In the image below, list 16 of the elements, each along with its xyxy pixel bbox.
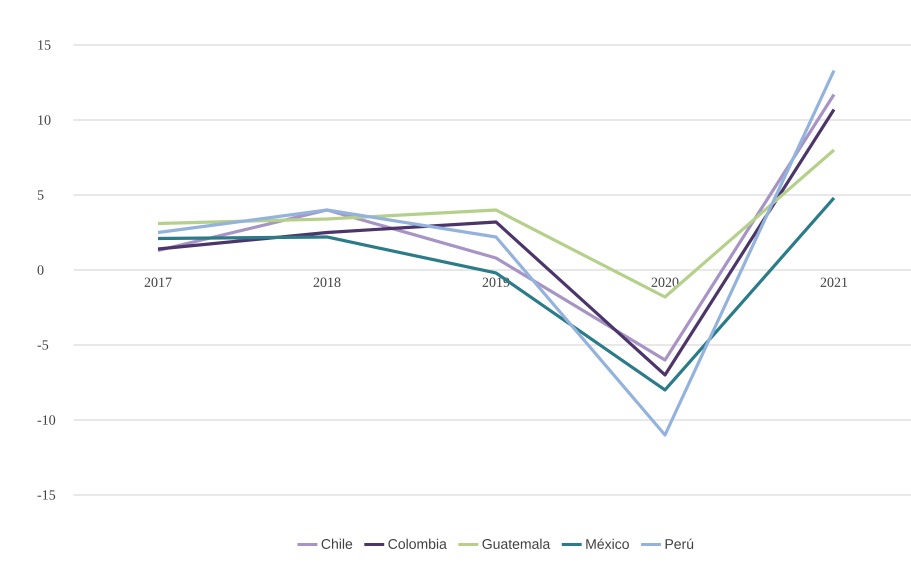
x-tick-label: 2018 [314,278,340,287]
y-tick-label: -15 [38,490,56,500]
legend-label: Colombia [388,538,447,549]
y-tick-label: -5 [38,340,48,350]
y-tick-label: 10 [38,115,50,125]
y-tick-label: 15 [38,40,50,50]
y-tick-label: 5 [38,190,44,200]
x-tick-label: 2021 [820,278,848,287]
legend-label: Guatemala [482,538,550,549]
legend-label: Chile [322,538,352,549]
legend-label: Perú [666,538,694,550]
legend-label: México [586,538,629,550]
y-tick-label: 0 [38,265,44,275]
x-tick-label: 2020 [652,278,678,287]
y-tick-label: -10 [38,415,56,425]
x-tick-label: 2017 [144,278,172,287]
